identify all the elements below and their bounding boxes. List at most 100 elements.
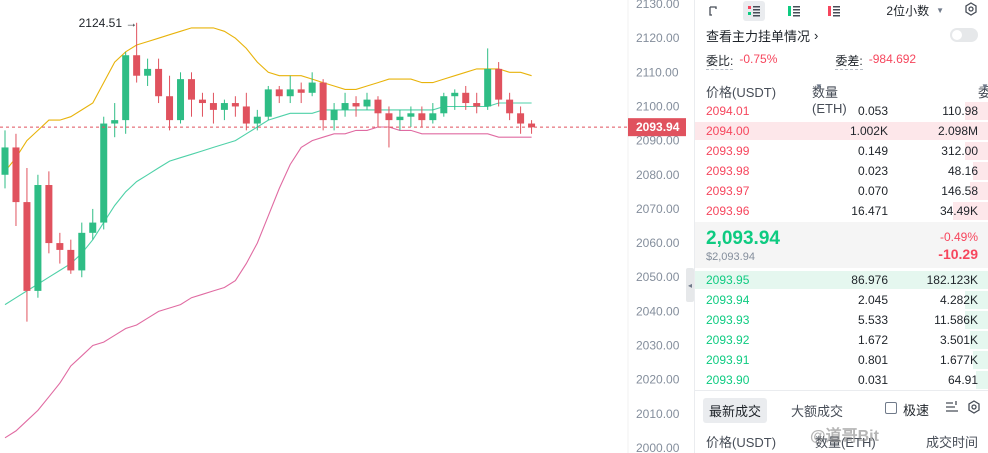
candle-down xyxy=(528,123,536,128)
book-asks-view-icon[interactable] xyxy=(823,1,845,21)
ask-qty: 0.023 xyxy=(857,164,888,178)
ask-total: 2.098M xyxy=(937,124,978,138)
bid-row[interactable]: 2093.92 1.672 3.501K xyxy=(695,330,988,350)
ask-price: 2093.97 xyxy=(706,184,750,198)
ask-row[interactable]: 2094.00 1.002K 2.098M xyxy=(695,121,988,141)
bid-qty: 1.672 xyxy=(857,333,888,347)
candle-up xyxy=(396,116,404,121)
expand-icon[interactable] xyxy=(703,1,725,21)
candle-up xyxy=(286,89,294,97)
ask-price: 2094.00 xyxy=(706,124,750,138)
candle-down xyxy=(473,103,481,107)
bid-total: 64.91 xyxy=(947,373,978,387)
bid-row[interactable]: 2093.91 0.801 1.677K xyxy=(695,350,988,370)
main-orders-toggle[interactable] xyxy=(950,28,978,42)
candle-down xyxy=(45,185,53,244)
fast-mode-label: 极速 xyxy=(903,403,930,418)
candle-down xyxy=(155,68,163,97)
ask-total: 48.16 xyxy=(947,164,978,178)
y-tick-label: 2010.00 xyxy=(636,407,680,421)
ask-depth-bar xyxy=(695,122,988,140)
tab-latest-trades[interactable]: 最新成交 xyxy=(703,398,768,423)
candle-down xyxy=(319,82,327,121)
bid-depth-bar xyxy=(965,291,988,309)
candle-up xyxy=(177,79,185,121)
last-price-block: 2,093.94 $2,093.94 -0.49% -10.29 xyxy=(695,222,988,268)
ask-qty: 0.149 xyxy=(857,144,888,158)
fast-mode-checkbox[interactable] xyxy=(885,402,897,414)
candle-up xyxy=(440,96,448,114)
bid-depth-bar xyxy=(965,311,988,329)
order-book-panel: 2位小数 ▼ 查看主力挂单情况 › 委比: -0.75% 委差: -984.69… xyxy=(695,0,988,453)
ask-total: 110.98 xyxy=(942,104,978,118)
y-tick-label: 2050.00 xyxy=(636,270,680,284)
chart-canvas[interactable]: 2130.00 2120.00 2110.00 2100.00 2090.00 2080.… xyxy=(0,0,686,453)
bid-row[interactable]: 2093.93 5.533 11.586K xyxy=(695,310,988,330)
candle-up xyxy=(330,109,338,121)
gear-icon[interactable] xyxy=(964,2,978,21)
candle-down xyxy=(297,89,305,93)
candle-up xyxy=(407,113,415,117)
bid-row[interactable]: 2093.95 86.976 182.123K xyxy=(695,270,988,290)
moving-average-line xyxy=(4,27,532,172)
bid-qty: 2.045 xyxy=(857,293,888,307)
trades-settings-icon[interactable] xyxy=(967,400,981,419)
ask-row[interactable]: 2094.01 0.053 110.98 xyxy=(695,101,988,121)
ask-row[interactable]: 2093.97 0.070 146.58 xyxy=(695,181,988,201)
main-orders-link-label: 查看主力挂单情况 xyxy=(706,29,811,44)
trades-price-header: 价格(USDT) xyxy=(706,435,777,450)
main-orders-link[interactable]: 查看主力挂单情况 › xyxy=(706,26,818,45)
ask-price: 2093.98 xyxy=(706,164,750,178)
candle-up xyxy=(122,55,130,121)
bid-total: 4.282K xyxy=(939,293,978,307)
y-tick-label: 2070.00 xyxy=(636,202,680,216)
ask-row[interactable]: 2093.96 16.471 34.49K xyxy=(695,201,988,221)
candle-down xyxy=(231,103,239,107)
decimals-select[interactable]: 2位小数 ▼ xyxy=(886,2,944,19)
ask-total: 34.49K xyxy=(939,204,978,218)
candle-down xyxy=(67,249,75,271)
candle-up xyxy=(89,222,97,233)
y-tick-label: 2120.00 xyxy=(636,31,680,45)
price-column-header: 价格(USDT) xyxy=(706,85,777,100)
ask-depth-bar xyxy=(953,202,988,220)
bid-total: 3.501K xyxy=(939,333,978,347)
ask-total: 312.00 xyxy=(941,144,978,158)
ask-depth-bar xyxy=(965,142,988,160)
ask-depth-bar xyxy=(970,182,988,200)
bid-row[interactable]: 2093.90 0.031 64.91 xyxy=(695,370,988,390)
order-book-header: 价格(USDT) 数量 (ETH)▼ 委托额▼ xyxy=(706,82,988,138)
candle-down xyxy=(12,147,20,203)
y-tick-label: 2030.00 xyxy=(636,339,680,353)
candle-down xyxy=(418,113,426,121)
bid-total: 1.677K xyxy=(939,353,978,367)
diff-value: -984.692 xyxy=(868,52,917,66)
last-price-usd: $2,093.94 xyxy=(706,251,755,263)
diff-label: 委差: xyxy=(835,54,863,70)
last-price: 2,093.94 xyxy=(706,228,780,249)
y-tick-label: 2060.00 xyxy=(636,236,680,250)
bid-depth-bar xyxy=(695,271,988,289)
order-book-toolbar: 2位小数 ▼ xyxy=(695,0,988,22)
tab-large-trades[interactable]: 大额成交 xyxy=(791,404,844,419)
candle-down xyxy=(198,99,206,104)
ratio-value: -0.75% xyxy=(739,52,778,66)
ask-price: 2093.96 xyxy=(706,204,750,218)
filter-list-icon[interactable] xyxy=(945,400,959,419)
collapse-panel-handle[interactable]: ◂ xyxy=(686,268,694,302)
ask-row[interactable]: 2093.99 0.149 312.00 xyxy=(695,141,988,161)
candle-up xyxy=(363,99,371,107)
bid-row[interactable]: 2093.94 2.045 4.282K xyxy=(695,290,988,310)
ask-row[interactable]: 2093.98 0.023 48.16 xyxy=(695,161,988,181)
candlestick-chart[interactable]: 2130.00 2120.00 2110.00 2100.00 2090.00 2080.… xyxy=(0,0,686,453)
high-price-marker: 2124.51 → xyxy=(79,16,138,30)
bid-price: 2093.90 xyxy=(706,373,750,387)
candle-down xyxy=(23,202,31,291)
bid-depth-bar xyxy=(970,331,988,349)
ask-qty: 0.053 xyxy=(857,104,888,118)
bid-qty: 0.801 xyxy=(857,353,888,367)
book-both-view-icon[interactable] xyxy=(743,1,765,21)
candle-down xyxy=(517,113,525,124)
last-price-tag-label: 2093.94 xyxy=(636,120,680,134)
book-bids-view-icon[interactable] xyxy=(783,1,805,21)
